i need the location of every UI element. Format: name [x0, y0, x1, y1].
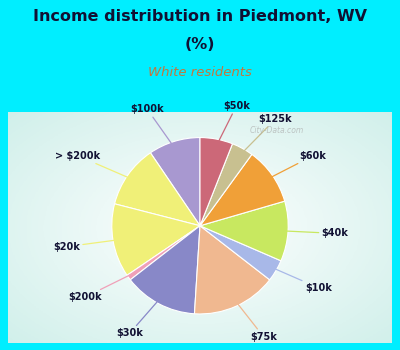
Wedge shape [112, 204, 200, 275]
Text: $40k: $40k [278, 229, 348, 238]
Wedge shape [194, 226, 270, 314]
Wedge shape [200, 138, 232, 226]
Text: Income distribution in Piedmont, WV: Income distribution in Piedmont, WV [33, 9, 367, 24]
Text: $200k: $200k [68, 271, 137, 302]
Text: $10k: $10k [267, 265, 332, 293]
Text: City-Data.com: City-Data.com [250, 126, 304, 135]
Wedge shape [200, 144, 252, 226]
Text: $100k: $100k [130, 104, 177, 152]
Text: $50k: $50k [214, 101, 250, 149]
Text: > $200k: > $200k [55, 151, 136, 181]
Wedge shape [200, 201, 288, 261]
Text: $75k: $75k [232, 296, 277, 342]
Wedge shape [114, 153, 200, 226]
Text: $30k: $30k [116, 294, 164, 338]
Text: $125k: $125k [237, 114, 292, 158]
Text: (%): (%) [185, 37, 215, 52]
Wedge shape [127, 226, 200, 280]
Wedge shape [200, 226, 281, 280]
Wedge shape [130, 226, 200, 314]
Wedge shape [200, 154, 285, 226]
Text: $60k: $60k [264, 151, 326, 181]
Text: White residents: White residents [148, 66, 252, 79]
Wedge shape [150, 138, 200, 226]
Text: $20k: $20k [53, 239, 124, 252]
